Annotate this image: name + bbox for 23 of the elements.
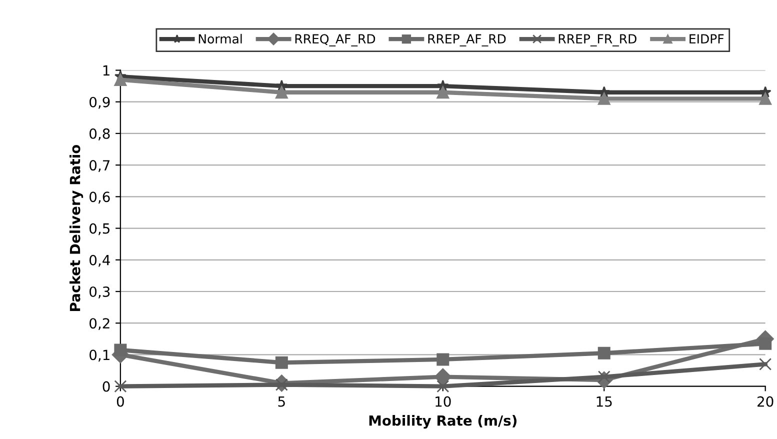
x-axis-title: Mobility Rate (m/s): [369, 415, 516, 429]
x-tick-label: 15: [596, 396, 612, 407]
y-axis-title: Packet Delivery Ratio: [70, 144, 84, 311]
legend-label: RREP_FR_RD: [558, 34, 636, 46]
y-tick-label: 0: [102, 381, 110, 392]
y-tick-label: 1: [103, 65, 110, 76]
x-tick-label: 20: [758, 396, 774, 407]
y-tick-label: 0,8: [90, 128, 110, 140]
x-tick-label: 10: [436, 396, 451, 407]
y-tick-label: 0,9: [90, 96, 110, 109]
y-tick-label: 0,3: [90, 286, 110, 298]
x-tick-label: 0: [116, 396, 124, 407]
legend-label: EIDPF: [690, 34, 724, 44]
y-tick-label: 0,1: [90, 350, 110, 362]
y-tick-label: 0,2: [90, 318, 110, 330]
y-tick-label: 0,5: [90, 223, 110, 236]
legend-label: Normal: [198, 34, 242, 44]
x-tick-label: 5: [278, 396, 285, 407]
legend-label: RREQ_AF_RD: [295, 34, 376, 46]
legend-label: RREP_AF_RD: [428, 34, 506, 46]
y-tick-label: 0,4: [90, 254, 110, 267]
y-tick-label: 0,7: [90, 160, 110, 172]
y-tick-label: 0,6: [90, 192, 110, 204]
